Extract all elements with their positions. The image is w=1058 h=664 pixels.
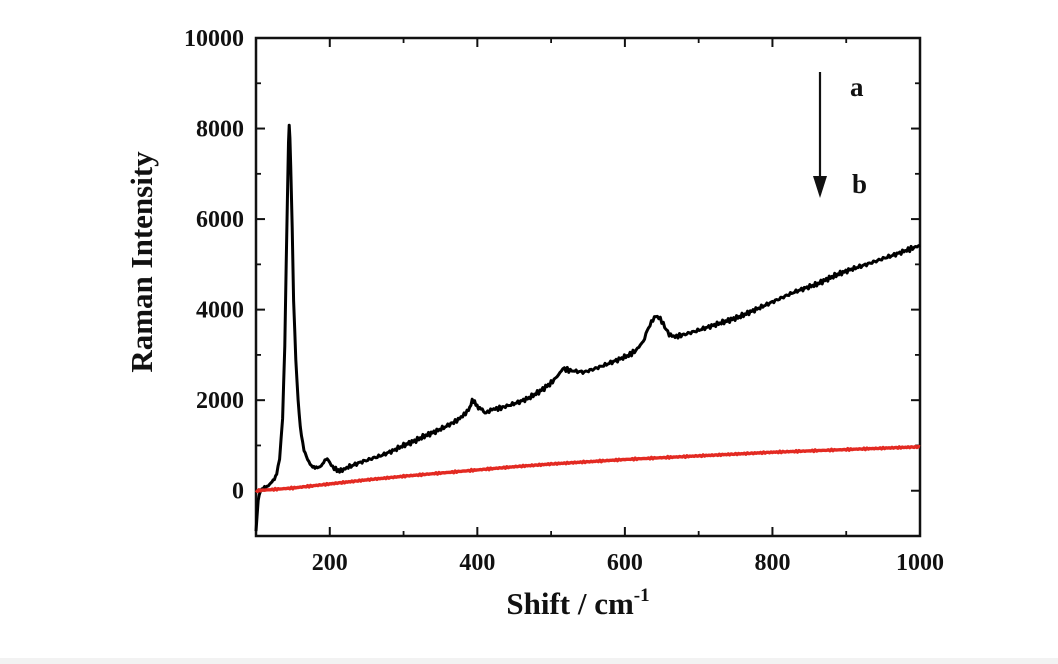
- x-tick-label: 600: [607, 550, 643, 576]
- series-line-a: [254, 123, 921, 532]
- y-tick-label: 8000: [196, 117, 244, 143]
- y-tick-label: 0: [232, 479, 244, 505]
- arrow-head: [813, 176, 827, 198]
- series-layer: [254, 123, 921, 532]
- x-axis-title-text: Shift / cm: [506, 586, 634, 621]
- y-tick-label: 6000: [196, 207, 244, 233]
- series-line-b: [254, 444, 921, 494]
- x-axis-title: Shift / cm-1: [506, 585, 649, 621]
- curve-label-b: b: [852, 169, 867, 199]
- y-tick-label: 2000: [196, 388, 244, 414]
- x-tick-label: 200: [312, 550, 348, 576]
- x-axis-title-superscript: -1: [634, 585, 650, 606]
- x-axis-tick-labels: 200 400 600 800 1000: [312, 550, 944, 576]
- y-axis-tick-labels: 0 2000 4000 6000 8000 10000: [184, 26, 244, 505]
- x-tick-label: 400: [459, 550, 495, 576]
- x-tick-label: 1000: [896, 550, 944, 576]
- annotation-arrow: [813, 72, 827, 198]
- y-tick-label: 10000: [184, 26, 244, 52]
- bottom-strip: [0, 658, 1058, 664]
- y-axis-title: Raman Intensity: [124, 151, 159, 373]
- curve-label-a: a: [850, 72, 864, 102]
- plot-frame: [254, 36, 922, 538]
- y-tick-label: 4000: [196, 298, 244, 324]
- x-tick-label: 800: [754, 550, 790, 576]
